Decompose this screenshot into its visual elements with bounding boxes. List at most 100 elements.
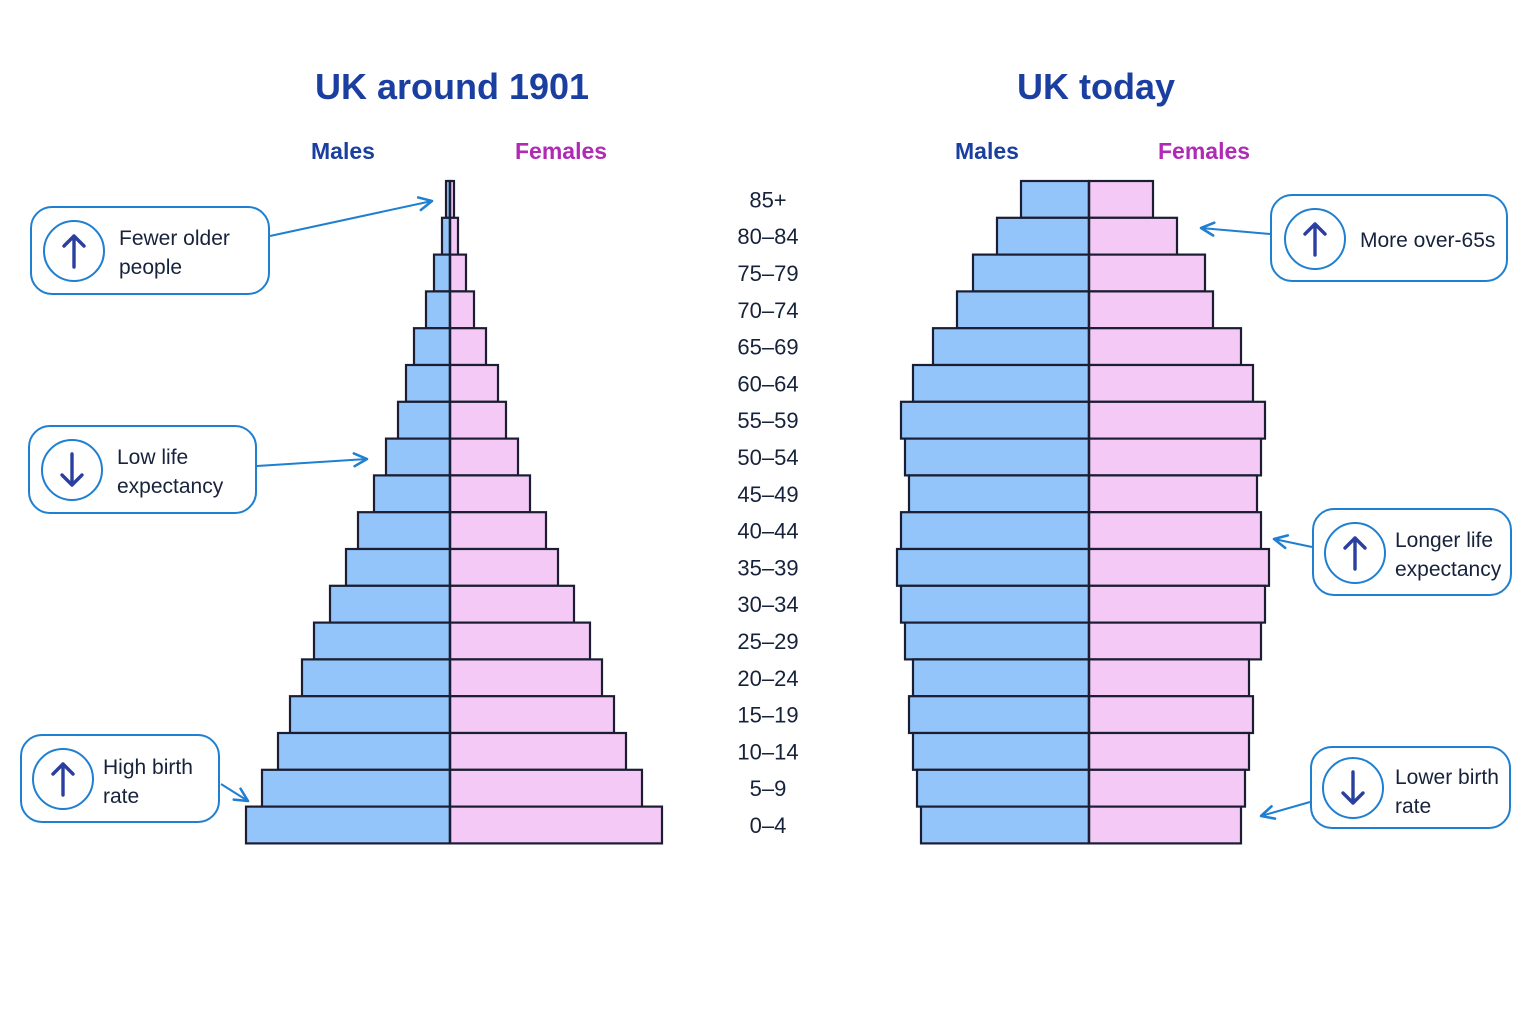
females-label-1901: Females bbox=[515, 138, 608, 164]
age-label-3: 70–74 bbox=[737, 298, 798, 323]
age-label-14: 15–19 bbox=[737, 703, 798, 728]
male-bar-today-15 bbox=[911, 731, 1091, 771]
up-arrow-icon bbox=[1284, 208, 1346, 270]
callout-text: High birth rate bbox=[103, 756, 193, 808]
male-bar-1901-12 bbox=[312, 621, 452, 661]
female-bar-1901-2 bbox=[448, 253, 468, 293]
down-arrow-icon bbox=[41, 439, 103, 501]
male-bar-today-5 bbox=[911, 363, 1091, 403]
up-arrow-icon bbox=[32, 748, 94, 810]
male-bar-today-6 bbox=[899, 400, 1091, 440]
up-arrow-icon bbox=[1324, 522, 1386, 584]
male-bar-1901-14 bbox=[288, 695, 452, 735]
female-bar-1901-9 bbox=[448, 511, 548, 551]
female-bar-today-5 bbox=[1087, 363, 1255, 403]
age-label-10: 35–39 bbox=[737, 555, 798, 580]
callout-high-birth-rate: High birth rate bbox=[20, 734, 220, 823]
callout-more-over-65s: More over-65s bbox=[1270, 194, 1508, 282]
female-bar-1901-13 bbox=[448, 658, 604, 698]
males-label-1901: Males bbox=[311, 138, 375, 164]
callout-longer-life-expectancy: Longer life expectancy bbox=[1312, 508, 1512, 596]
male-bar-1901-17 bbox=[244, 805, 452, 845]
age-label-4: 65–69 bbox=[737, 335, 798, 360]
male-bar-today-11 bbox=[899, 584, 1091, 624]
female-bar-today-2 bbox=[1087, 253, 1207, 293]
age-label-0: 85+ bbox=[749, 187, 786, 212]
male-bar-today-12 bbox=[903, 621, 1091, 661]
male-bar-today-17 bbox=[919, 805, 1091, 845]
female-bar-today-15 bbox=[1087, 731, 1251, 771]
female-bar-today-9 bbox=[1087, 511, 1263, 551]
female-bar-1901-15 bbox=[448, 731, 628, 771]
age-label-6: 55–59 bbox=[737, 408, 798, 433]
age-label-8: 45–49 bbox=[737, 482, 798, 507]
male-bar-today-9 bbox=[899, 511, 1091, 551]
female-bar-today-12 bbox=[1087, 621, 1263, 661]
males-label-today: Males bbox=[955, 138, 1019, 164]
age-label-13: 20–24 bbox=[737, 666, 798, 691]
male-bar-1901-3 bbox=[424, 290, 452, 330]
down-arrow-icon bbox=[1322, 757, 1384, 819]
male-bar-1901-9 bbox=[356, 511, 452, 551]
female-bar-1901-1 bbox=[448, 216, 460, 256]
female-bar-1901-4 bbox=[448, 327, 488, 367]
age-label-16: 5–9 bbox=[750, 776, 787, 801]
male-bar-today-7 bbox=[903, 437, 1091, 477]
age-label-7: 50–54 bbox=[737, 445, 798, 470]
female-bar-today-3 bbox=[1087, 290, 1215, 330]
callout-text: Longer life expectancy bbox=[1395, 529, 1502, 581]
age-label-9: 40–44 bbox=[737, 519, 798, 544]
age-label-1: 80–84 bbox=[737, 224, 798, 249]
female-bar-today-8 bbox=[1087, 474, 1259, 514]
male-bar-today-1 bbox=[995, 216, 1091, 256]
female-bar-1901-12 bbox=[448, 621, 592, 661]
female-bar-today-10 bbox=[1087, 547, 1271, 587]
chart-title-today: UK today bbox=[1017, 66, 1176, 107]
male-bar-today-16 bbox=[915, 768, 1091, 808]
female-bar-today-6 bbox=[1087, 400, 1267, 440]
female-bar-1901-5 bbox=[448, 363, 500, 403]
female-bar-1901-16 bbox=[448, 768, 644, 808]
age-label-15: 10–14 bbox=[737, 739, 798, 764]
female-bar-today-16 bbox=[1087, 768, 1247, 808]
male-bar-today-10 bbox=[895, 547, 1091, 587]
female-bar-1901-8 bbox=[448, 474, 532, 514]
female-bar-1901-10 bbox=[448, 547, 560, 587]
female-bar-1901-6 bbox=[448, 400, 508, 440]
male-bar-1901-16 bbox=[260, 768, 452, 808]
male-bar-today-3 bbox=[955, 290, 1091, 330]
male-bar-today-4 bbox=[931, 327, 1091, 367]
male-bar-1901-13 bbox=[300, 658, 452, 698]
callout-text: Lower birth rate bbox=[1395, 766, 1499, 818]
male-bar-today-14 bbox=[907, 695, 1091, 735]
callout-text: Fewer older people bbox=[119, 227, 230, 279]
callout-fewer-older-people: Fewer older people bbox=[30, 206, 270, 295]
chart-title-1901: UK around 1901 bbox=[315, 66, 590, 107]
male-bar-1901-7 bbox=[384, 437, 452, 477]
age-label-2: 75–79 bbox=[737, 261, 798, 286]
up-arrow-icon bbox=[43, 220, 105, 282]
male-bar-1901-15 bbox=[276, 731, 452, 771]
female-bar-today-0 bbox=[1087, 179, 1155, 219]
callout-text: Low life expectancy bbox=[117, 446, 224, 498]
male-bar-1901-11 bbox=[328, 584, 452, 624]
male-bar-today-0 bbox=[1019, 179, 1091, 219]
male-bar-1901-8 bbox=[372, 474, 452, 514]
male-bar-today-2 bbox=[971, 253, 1091, 293]
female-bar-today-7 bbox=[1087, 437, 1263, 477]
callout-text: More over-65s bbox=[1360, 229, 1496, 252]
female-bar-1901-14 bbox=[448, 695, 616, 735]
females-label-today: Females bbox=[1158, 138, 1251, 164]
female-bar-1901-3 bbox=[448, 290, 476, 330]
female-bar-today-4 bbox=[1087, 327, 1243, 367]
female-bar-today-11 bbox=[1087, 584, 1267, 624]
age-label-12: 25–29 bbox=[737, 629, 798, 654]
age-label-11: 30–34 bbox=[737, 592, 798, 617]
female-bar-1901-11 bbox=[448, 584, 576, 624]
male-bar-1901-6 bbox=[396, 400, 452, 440]
male-bar-1901-5 bbox=[404, 363, 452, 403]
female-bar-today-14 bbox=[1087, 695, 1255, 735]
female-bar-1901-7 bbox=[448, 437, 520, 477]
